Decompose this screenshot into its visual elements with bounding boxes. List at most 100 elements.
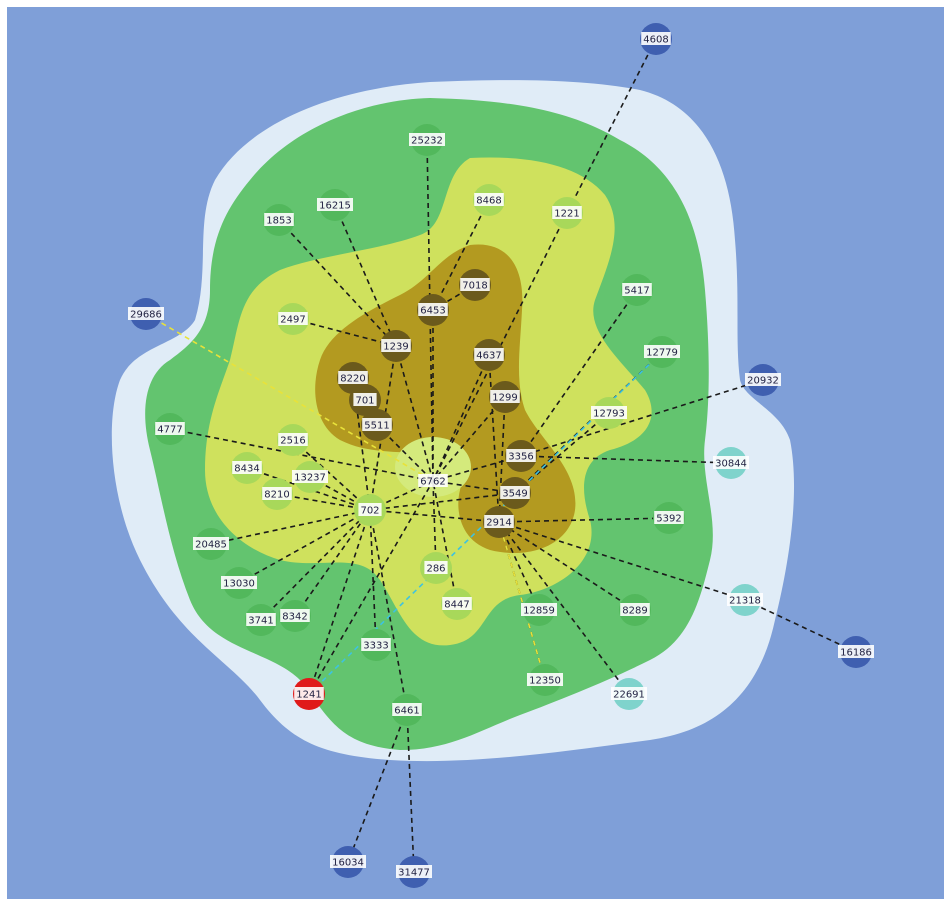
node-286[interactable]: 286 [420, 552, 452, 584]
node-label-bg [278, 433, 308, 446]
link-12350-2914 [498, 521, 546, 681]
node-6762[interactable]: 6762 [418, 474, 448, 488]
node-label: 12350 [529, 676, 561, 687]
node-21318[interactable]: 21318 [727, 584, 763, 616]
node-label: 30844 [715, 459, 747, 470]
node-label-bg [474, 348, 504, 361]
node-label-bg [644, 345, 680, 358]
node-16215[interactable]: 16215 [317, 189, 353, 221]
node-1299[interactable]: 1299 [489, 381, 521, 413]
node-label-bg [280, 609, 310, 622]
node-31477[interactable]: 31477 [396, 856, 432, 888]
node-4608[interactable]: 4608 [640, 23, 672, 55]
node-5392[interactable]: 5392 [653, 502, 685, 534]
node-13237[interactable]: 13237 [292, 461, 328, 493]
node-label-bg [232, 461, 262, 474]
link-1853-1239 [278, 219, 397, 347]
node-6461[interactable]: 6461 [391, 694, 423, 726]
node-25232[interactable]: 25232 [409, 124, 445, 156]
node-3333[interactable]: 3333 [360, 629, 392, 661]
link-2914-702 [369, 509, 500, 523]
node-label: 286 [426, 564, 445, 575]
node-label: 5511 [364, 421, 389, 432]
node-label: 4777 [157, 425, 182, 436]
node-label-bg [317, 198, 353, 211]
node-3549[interactable]: 3549 [499, 477, 531, 509]
node-label: 13030 [223, 579, 255, 590]
node-16034[interactable]: 16034 [330, 846, 366, 878]
link-6461-702 [369, 509, 408, 711]
link-5417-3356 [520, 289, 638, 457]
link-20932-3356 [520, 379, 764, 457]
node-8434[interactable]: 8434 [231, 452, 263, 484]
link-25232-6762 [426, 139, 434, 482]
link-6461-31477 [406, 709, 415, 873]
link-8210-702 [276, 493, 371, 511]
node-label: 3549 [502, 489, 527, 500]
node-label-bg [591, 406, 627, 419]
node-22691[interactable]: 22691 [611, 678, 647, 710]
node-label: 702 [360, 506, 379, 517]
node-16186[interactable]: 16186 [838, 636, 874, 668]
node-4637[interactable]: 4637 [473, 339, 505, 371]
link-2914-21318 [498, 521, 746, 601]
node-8210[interactable]: 8210 [261, 478, 293, 510]
node-5417[interactable]: 5417 [621, 274, 653, 306]
node-3356[interactable]: 3356 [505, 440, 537, 472]
node-8289[interactable]: 8289 [619, 594, 651, 626]
node-702[interactable]: 702 [354, 494, 386, 526]
node-2516[interactable]: 2516 [277, 424, 309, 456]
node-30844[interactable]: 30844 [713, 447, 749, 479]
node-label-bg [221, 576, 257, 589]
node-label-bg [418, 303, 448, 316]
node-label-bg [484, 515, 514, 528]
node-12793[interactable]: 12793 [591, 397, 627, 429]
node-8342[interactable]: 8342 [279, 600, 311, 632]
node-label-bg [418, 474, 448, 487]
node-7018[interactable]: 7018 [459, 269, 491, 301]
node-label-bg [490, 390, 520, 403]
node-label: 1239 [383, 342, 408, 353]
node-2497[interactable]: 2497 [277, 303, 309, 335]
node-label-bg [460, 278, 490, 291]
node-8447[interactable]: 8447 [441, 588, 473, 620]
node-label-bg [611, 687, 647, 700]
node-label-bg [424, 561, 448, 574]
node-701[interactable]: 701 [349, 384, 381, 416]
node-label: 5417 [624, 286, 649, 297]
node-1853[interactable]: 1853 [263, 204, 295, 236]
node-label: 4637 [476, 351, 501, 362]
link-3333-702 [369, 509, 377, 646]
node-1241[interactable]: 1241 [293, 678, 325, 710]
link-16215-1239 [334, 204, 397, 347]
node-label-bg [527, 673, 563, 686]
node-29686[interactable]: 29686 [128, 298, 164, 330]
node-5511[interactable]: 5511 [361, 409, 393, 441]
node-label: 1853 [266, 216, 291, 227]
node-8468[interactable]: 8468 [473, 184, 505, 216]
node-1221[interactable]: 1221 [551, 197, 583, 229]
node-3741[interactable]: 3741 [245, 604, 277, 636]
node-label-bg [552, 206, 582, 219]
node-2914[interactable]: 2914 [483, 506, 515, 538]
link-4637-6762 [432, 354, 490, 482]
node-20932[interactable]: 20932 [745, 364, 781, 396]
node-label-bg [278, 312, 308, 325]
node-label: 8434 [234, 464, 259, 475]
link-4637-2914 [488, 354, 500, 523]
node-label: 3356 [508, 452, 533, 463]
node-20485[interactable]: 20485 [193, 528, 229, 560]
node-12779[interactable]: 12779 [644, 336, 680, 368]
link-8447-6762 [432, 480, 458, 605]
node-label: 3741 [248, 616, 273, 627]
node-6453[interactable]: 6453 [417, 294, 449, 326]
node-4777[interactable]: 4777 [154, 413, 186, 445]
node-12350[interactable]: 12350 [527, 664, 563, 696]
node-13030[interactable]: 13030 [221, 567, 257, 599]
node-12859[interactable]: 12859 [521, 594, 557, 626]
node-label-bg [392, 703, 422, 716]
node-label: 8210 [264, 490, 289, 501]
node-label-bg [641, 32, 671, 45]
node-1239[interactable]: 1239 [380, 330, 412, 362]
